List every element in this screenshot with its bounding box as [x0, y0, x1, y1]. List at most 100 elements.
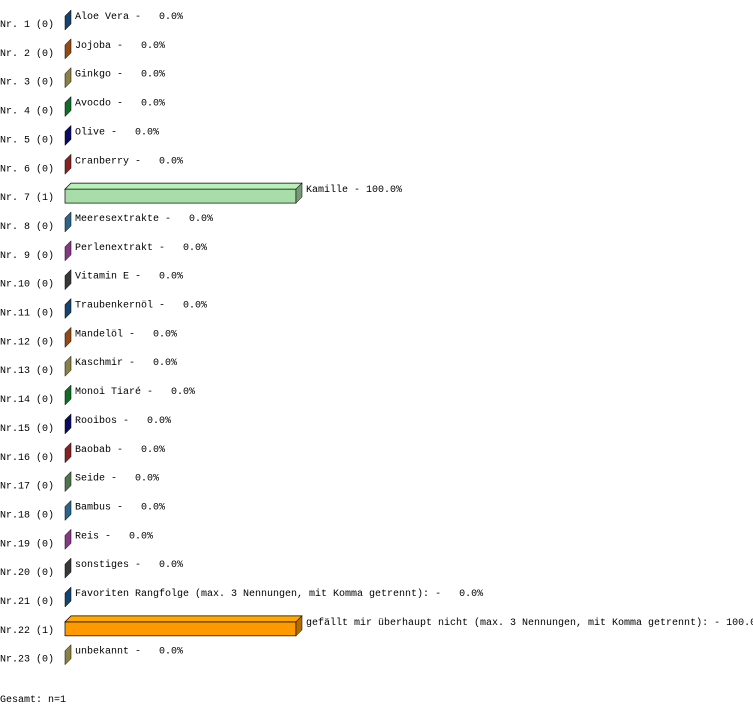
bar-top [64, 182, 303, 190]
value-label: 0.0% [129, 531, 153, 542]
separator: - [435, 589, 441, 600]
category-label: Nr.22 (1) [0, 625, 54, 637]
bar-label: unbekannt - 0.0% [75, 646, 183, 658]
bar-name: Favoriten Rangfolge (max. 3 Nennungen, m… [75, 588, 429, 600]
bar-label: Avocdo - 0.0% [75, 98, 165, 110]
bar-label: Cranberry - 0.0% [75, 155, 183, 167]
bar-side [64, 269, 72, 291]
bar [64, 442, 72, 464]
separator: - [354, 185, 360, 196]
bar-label: Seide - 0.0% [75, 473, 159, 485]
bar-label: Meeresextrakte - 0.0% [75, 213, 213, 225]
separator: - [117, 70, 123, 81]
bar-name: Jojoba [75, 40, 111, 52]
bar-label: Kaschmir - 0.0% [75, 357, 177, 369]
separator: - [135, 272, 141, 283]
separator: - [135, 12, 141, 23]
bar [64, 586, 72, 608]
category-label: Nr. 1 (0) [0, 19, 54, 31]
value-label: 0.0% [153, 358, 177, 369]
category-label: Nr. 8 (0) [0, 221, 54, 233]
bar [64, 644, 72, 666]
category-label: Nr. 9 (0) [0, 250, 54, 262]
total: Gesamt: n=1 [0, 695, 66, 706]
bar-side [64, 326, 72, 348]
bar-side [64, 240, 72, 262]
bar-label: Perlenextrakt - 0.0% [75, 242, 207, 254]
bar-name: Monoi Tiaré [75, 386, 141, 398]
bar [64, 240, 72, 262]
bar-label: Olive - 0.0% [75, 126, 159, 138]
bar-name: sonstiges [75, 559, 129, 571]
bar-name: Vitamin E [75, 271, 129, 283]
bar [64, 124, 72, 147]
bar [64, 384, 72, 406]
bar-top [64, 615, 303, 623]
category-label: Nr.21 (0) [0, 596, 54, 608]
bar-name: Meeresextrakte [75, 213, 159, 225]
bar-label: Jojoba - 0.0% [75, 40, 165, 52]
value-label: 0.0% [159, 12, 183, 23]
category-label: Nr.11 (0) [0, 308, 54, 320]
bar-side [64, 297, 72, 320]
bar-name: Baobab [75, 444, 111, 456]
bar-front [64, 188, 297, 204]
bar-side [64, 499, 72, 522]
value-label: 0.0% [183, 301, 207, 312]
value-label: 0.0% [459, 589, 483, 600]
bar [64, 413, 72, 435]
bar-side [64, 586, 72, 608]
bar-label: gefällt mir überhaupt nicht (max. 3 Nenn… [306, 617, 753, 629]
value-label: 0.0% [141, 99, 165, 110]
bar [64, 615, 303, 637]
bar-name: Mandelöl [75, 328, 123, 340]
bar-label: Bambus - 0.0% [75, 501, 165, 513]
bar-label: Favoriten Rangfolge (max. 3 Nennungen, m… [75, 588, 483, 600]
category-label: Nr. 6 (0) [0, 163, 54, 175]
category-label: Nr. 7 (1) [0, 192, 54, 204]
bar-side [64, 470, 72, 493]
bar-side [64, 557, 72, 579]
category-label: Nr.14 (0) [0, 394, 54, 406]
bar-label: Mandelöl - 0.0% [75, 328, 177, 340]
bar-front [64, 621, 297, 637]
category-label: Nr.15 (0) [0, 423, 54, 435]
category-label: Nr.12 (0) [0, 336, 54, 348]
value-label: 0.0% [135, 127, 159, 138]
bar [64, 355, 72, 377]
category-label: Nr.20 (0) [0, 567, 54, 579]
bar [64, 211, 72, 233]
separator: - [111, 127, 117, 138]
bar-side [64, 67, 72, 89]
category-label: Nr.16 (0) [0, 452, 54, 464]
bar-side [64, 153, 72, 175]
bar [64, 499, 72, 522]
value-label: 0.0% [141, 41, 165, 52]
separator: - [147, 387, 153, 398]
bar-name: Perlenextrakt [75, 242, 153, 254]
bar-side [64, 211, 72, 233]
separator: - [111, 474, 117, 485]
separator: - [129, 329, 135, 340]
bar-label: Monoi Tiaré - 0.0% [75, 386, 195, 398]
bar-side [64, 9, 72, 31]
bar-name: Bambus [75, 501, 111, 513]
bar-side [64, 413, 72, 435]
value-label: 0.0% [183, 243, 207, 254]
bar [64, 67, 72, 89]
bar-name: Reis [75, 530, 99, 542]
bar-name: Aloe Vera [75, 11, 129, 23]
category-label: Nr. 3 (0) [0, 77, 54, 89]
separator: - [165, 214, 171, 225]
bar-name: Traubenkernöl [75, 300, 153, 312]
value-label: 0.0% [159, 156, 183, 167]
value-label: 0.0% [135, 474, 159, 485]
bar-label: Aloe Vera - 0.0% [75, 11, 183, 23]
separator: - [117, 99, 123, 110]
category-label: Nr. 5 (0) [0, 134, 54, 146]
bar-side [64, 442, 72, 464]
category-label: Nr. 4 (0) [0, 106, 54, 118]
bar [64, 153, 72, 175]
value-label: 0.0% [141, 502, 165, 513]
